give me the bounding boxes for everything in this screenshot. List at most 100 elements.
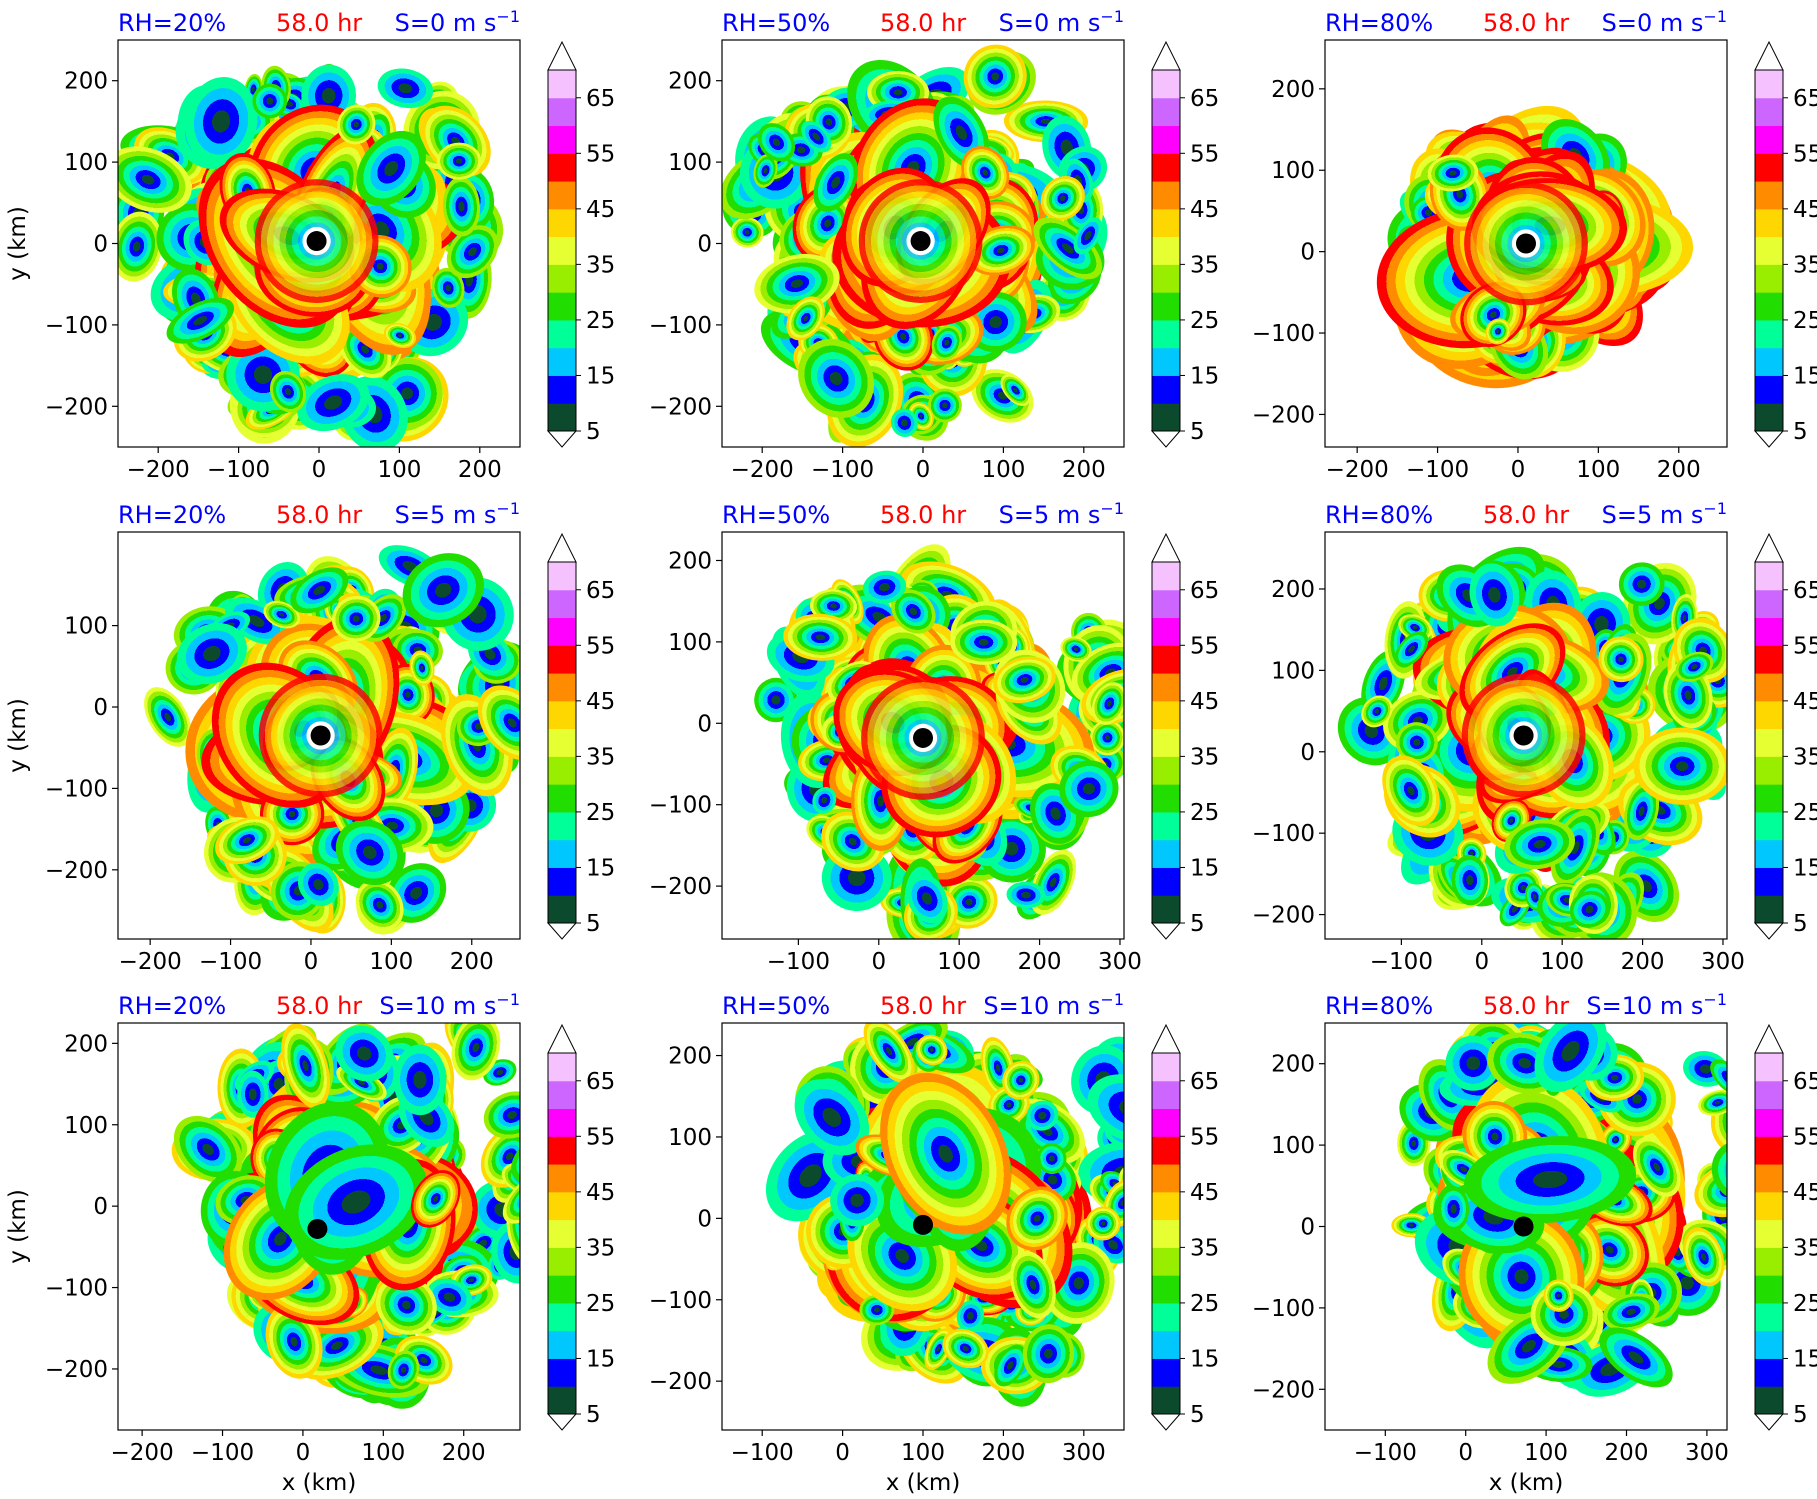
shear-label: S=0 m s−1 bbox=[1602, 7, 1727, 37]
x-tick-label: 0 bbox=[296, 1440, 311, 1466]
y-tick-label: 100 bbox=[1271, 1133, 1315, 1159]
colorbar-segment bbox=[1152, 97, 1180, 127]
colorbar-segment bbox=[548, 1053, 576, 1082]
rain-cell bbox=[118, 146, 192, 213]
rain-cell bbox=[927, 388, 962, 423]
rain-cell bbox=[1633, 727, 1727, 805]
colorbar-segment bbox=[1152, 1247, 1180, 1276]
colorbar-segment bbox=[1755, 1053, 1783, 1082]
rain-cell bbox=[813, 153, 858, 212]
x-tick-label: −100 bbox=[207, 457, 270, 483]
x-tick-label: 0 bbox=[1458, 1440, 1473, 1466]
colorbar-tick-label: 45 bbox=[1190, 197, 1219, 223]
colorbar-tick-label: 5 bbox=[1190, 1402, 1205, 1428]
colorbar-segment bbox=[548, 1275, 576, 1304]
colorbar-segment bbox=[548, 1386, 576, 1415]
colorbar-tick-label: 15 bbox=[586, 1346, 615, 1372]
x-axis-label: x (km) bbox=[282, 1470, 357, 1496]
colorbar-tick-label: 35 bbox=[1190, 744, 1219, 770]
colorbar-segment bbox=[1755, 319, 1783, 349]
colorbar-segment bbox=[548, 700, 576, 730]
colorbar-segment bbox=[548, 292, 576, 321]
colorbar-tick-label: 65 bbox=[1190, 1069, 1219, 1095]
x-tick-label: 200 bbox=[458, 457, 502, 483]
colorbar-segment bbox=[548, 264, 576, 293]
x-tick-label: 200 bbox=[981, 1440, 1025, 1466]
rain-cell bbox=[281, 1023, 330, 1109]
colorbar-tick-label: 15 bbox=[1793, 1346, 1817, 1372]
y-tick-label: −200 bbox=[45, 858, 108, 884]
colorbar-segment bbox=[1755, 811, 1783, 841]
x-tick-label: −100 bbox=[1370, 949, 1433, 975]
colorbar-extend-max bbox=[547, 532, 577, 563]
rain-cell bbox=[269, 370, 307, 413]
y-tick-label: 0 bbox=[93, 232, 108, 258]
colorbar-tick-label: 15 bbox=[1190, 363, 1219, 389]
storm-center-marker bbox=[1516, 233, 1536, 254]
rain-cell bbox=[994, 1344, 1027, 1387]
colorbar-segment bbox=[1152, 1358, 1180, 1387]
y-tick-label: −200 bbox=[1252, 402, 1315, 428]
colorbar-tick-label: 65 bbox=[1793, 1069, 1817, 1095]
colorbar-segment bbox=[548, 811, 576, 841]
y-tick-label: 100 bbox=[64, 1113, 108, 1139]
colorbar-extend-max bbox=[547, 40, 577, 71]
rain-cell bbox=[451, 1023, 501, 1081]
y-tick-label: 100 bbox=[668, 1125, 712, 1151]
colorbar-segment bbox=[548, 181, 576, 210]
axes-frame bbox=[721, 531, 1125, 940]
rain-cell bbox=[1085, 1206, 1121, 1241]
storm-center-marker bbox=[910, 231, 931, 252]
colorbar-tick-label: 25 bbox=[1793, 800, 1817, 826]
y-tick-label: 200 bbox=[668, 548, 712, 574]
y-tick-label: 0 bbox=[697, 1206, 712, 1232]
colorbar-segment bbox=[1755, 1080, 1783, 1110]
x-tick-label: −100 bbox=[811, 457, 874, 483]
colorbar-extend-max bbox=[547, 1023, 577, 1054]
rain-cell bbox=[798, 339, 875, 418]
rain-cell bbox=[263, 601, 300, 629]
y-tick-label: −100 bbox=[45, 776, 108, 802]
colorbar-extend-max bbox=[1754, 40, 1784, 71]
y-tick-label: −200 bbox=[649, 394, 712, 420]
colorbar-segment bbox=[1152, 589, 1180, 619]
rain-cell bbox=[783, 613, 858, 661]
storm-center-marker bbox=[913, 727, 933, 748]
colorbar-segment bbox=[1152, 1108, 1180, 1137]
rain-cell bbox=[956, 1300, 985, 1332]
rain-cell bbox=[993, 656, 1056, 704]
colorbar-segment bbox=[1755, 153, 1783, 182]
colorbar-segment bbox=[1755, 728, 1783, 757]
y-tick-label: −200 bbox=[649, 1369, 712, 1395]
colorbar-segment bbox=[1755, 589, 1783, 619]
colorbar-tick-label: 45 bbox=[586, 197, 615, 223]
colorbar-segment bbox=[1152, 319, 1180, 349]
y-tick-label: −100 bbox=[1252, 821, 1315, 847]
rain-cell bbox=[431, 267, 465, 308]
colorbar-segment bbox=[548, 236, 576, 265]
colorbar-segment bbox=[548, 562, 576, 591]
rain-cell bbox=[753, 153, 778, 188]
rain-cell bbox=[356, 130, 426, 207]
colorbar-extend-min bbox=[1753, 1413, 1785, 1431]
y-tick-label: −100 bbox=[649, 1288, 712, 1314]
panel-6: RH=80% 58.0 hr S=5 m s−1 −100 0 100 200 300 200 1… bbox=[1252, 499, 1817, 975]
colorbar: 5 15 25 35 45 55 65 bbox=[546, 1023, 615, 1431]
rain-cell bbox=[144, 687, 192, 747]
colorbar-segment bbox=[1152, 1080, 1180, 1110]
rh-label: RH=80% bbox=[1325, 501, 1433, 529]
y-tick-label: 100 bbox=[64, 150, 108, 176]
panel-2: RH=50% 58.0 hr S=0 m s−1 −200 −100 0 100 200 200… bbox=[649, 7, 1219, 483]
colorbar-tick-label: 5 bbox=[1190, 419, 1205, 445]
colorbar-segment bbox=[1152, 153, 1180, 182]
panel-8: RH=50% 58.0 hr S=10 m s−1 −100 0 100 200 300 200… bbox=[649, 990, 1219, 1496]
y-tick-label: 200 bbox=[64, 69, 108, 95]
rain-cell bbox=[863, 1023, 915, 1084]
colorbar-tick-label: 25 bbox=[586, 308, 615, 334]
x-tick-label: −200 bbox=[1326, 457, 1389, 483]
colorbar-segment bbox=[1152, 756, 1180, 785]
x-tick-label: 0 bbox=[1474, 949, 1489, 975]
rain-cell bbox=[906, 873, 948, 924]
shear-label: S=5 m s−1 bbox=[1602, 499, 1727, 529]
colorbar-tick-label: 25 bbox=[1190, 800, 1219, 826]
